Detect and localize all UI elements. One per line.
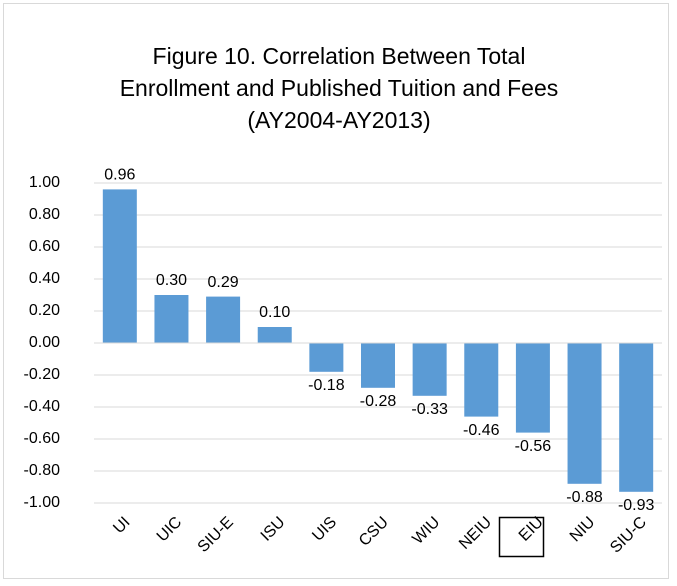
bar <box>309 343 344 372</box>
y-tick-label: -0.60 <box>24 430 61 447</box>
data-label: 0.29 <box>208 274 239 291</box>
data-label: -0.46 <box>463 422 500 439</box>
data-label: 0.10 <box>259 304 290 321</box>
chart-title: Figure 10. Correlation Between Total Enr… <box>119 43 559 133</box>
bar <box>102 189 137 343</box>
y-tick-label: 0.20 <box>29 302 60 319</box>
y-tick-label: -0.40 <box>24 398 61 415</box>
y-tick-label: 0.00 <box>29 334 60 351</box>
y-tick-label: -0.20 <box>24 366 61 383</box>
data-label: 0.30 <box>156 272 187 289</box>
bar <box>515 343 550 433</box>
data-label: -0.93 <box>618 497 655 514</box>
data-label: 0.96 <box>104 167 135 184</box>
y-tick-label: 0.40 <box>29 270 60 287</box>
highlight-box <box>498 516 545 558</box>
bar <box>257 327 292 343</box>
bar <box>619 343 654 492</box>
bar <box>206 296 241 343</box>
data-label: -0.88 <box>566 489 603 506</box>
y-tick-label: 0.60 <box>29 238 60 255</box>
y-tick-label: -1.00 <box>24 494 61 511</box>
data-label: -0.56 <box>515 438 552 455</box>
y-tick-label: 0.80 <box>29 206 60 223</box>
data-label: -0.28 <box>360 393 397 410</box>
bar <box>567 343 602 484</box>
data-label: -0.33 <box>411 401 448 418</box>
bar <box>154 295 189 343</box>
bar <box>464 343 499 417</box>
data-label: -0.18 <box>308 377 345 394</box>
y-tick-label: -0.80 <box>24 462 61 479</box>
bar <box>412 343 447 396</box>
bar <box>361 343 395 388</box>
y-tick-label: 1.00 <box>29 174 60 191</box>
